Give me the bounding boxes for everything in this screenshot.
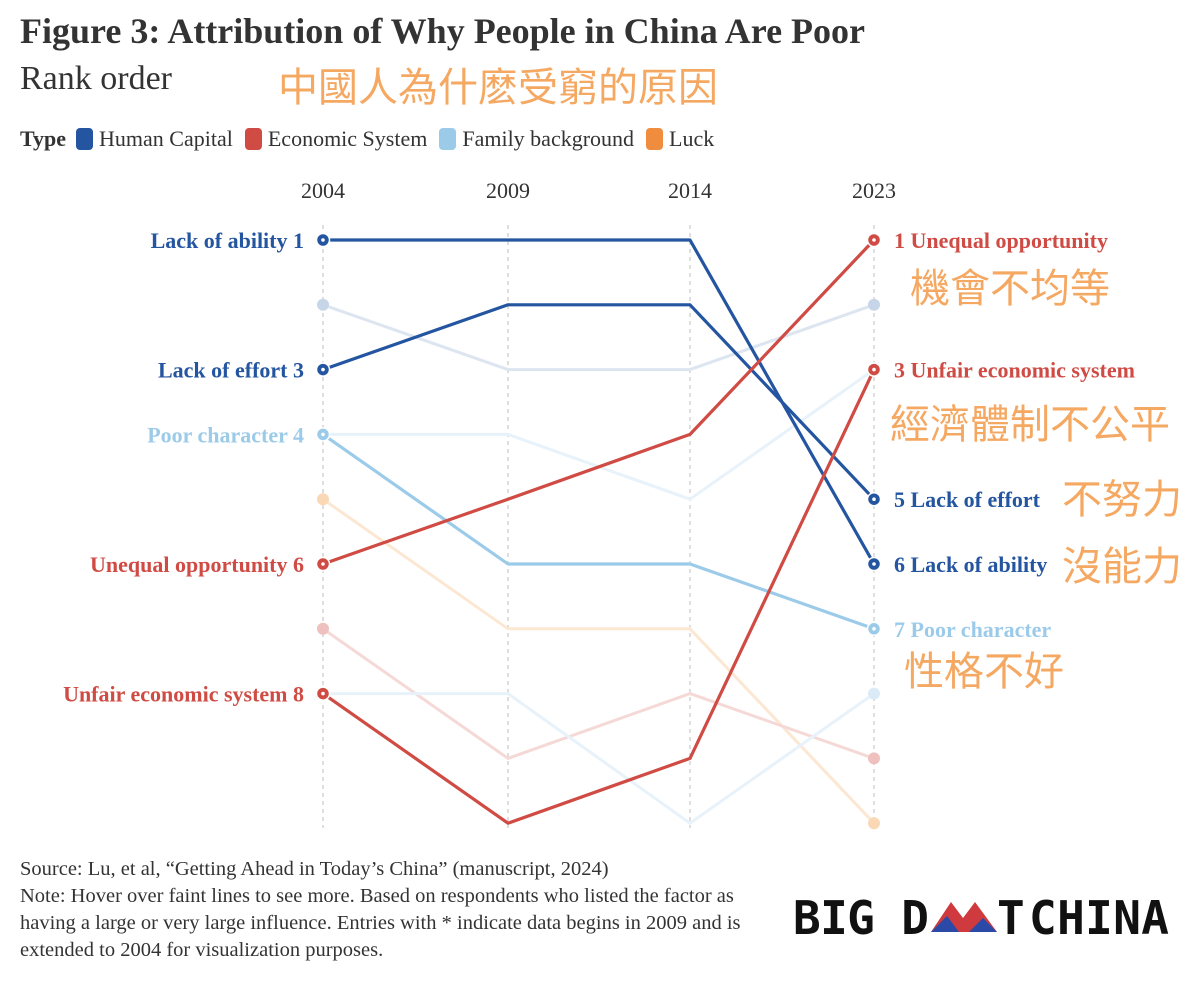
annotation-chinese-poor-character: 性格不好 — [904, 649, 1064, 695]
bump-chart: 2004 2009 2014 2023 Lack of ability 1 6 Lack … — [63, 178, 1182, 830]
label-right-poor-character: 7 Poor character — [894, 617, 1051, 642]
logo-text-big-d: BIG D — [793, 891, 929, 944]
series-line-poor-character — [321, 432, 876, 631]
big-data-china-logo: BIG D T CHINA — [793, 891, 1169, 944]
source-text: Source: Lu, et al, “Getting Ahead in Tod… — [20, 858, 609, 880]
point-faded-8-2004 — [317, 622, 329, 635]
x-tick-label-2009: 2009 — [486, 178, 530, 203]
legend-label-economic-system: Economic System — [267, 126, 428, 151]
x-tick-label-2023: 2023 — [852, 178, 896, 203]
chart-subtitle: Rank order — [20, 60, 173, 97]
x-tick-label-2014: 2014 — [668, 178, 712, 203]
footer: Source: Lu, et al, “Getting Ahead in Tod… — [20, 856, 790, 964]
point-dot-lack-of-ability-2004 — [321, 238, 325, 242]
point-dot-unequal-opportunity-2004 — [321, 562, 325, 566]
chart-title: Figure 3: Attribution of Why People in C… — [20, 11, 866, 51]
label-right-lack-of-ability: 6 Lack of ability — [894, 552, 1047, 577]
legend-swatch-luck — [646, 128, 664, 150]
legend-label-family-background: Family background — [462, 126, 635, 151]
legend-label-human-capital: Human Capital — [99, 126, 233, 151]
legend-item-economic-system[interactable]: Economic System — [244, 126, 428, 152]
series-line-faded-9 — [321, 692, 876, 825]
logo-text-t: T — [997, 891, 1025, 944]
series-line-unequal-opportunity — [321, 238, 876, 566]
point-dot-lack-of-effort-2004 — [321, 367, 325, 372]
series-line-faded-6 — [321, 368, 876, 501]
point-dot-unfair-economic-system-2023 — [872, 367, 876, 372]
legend-item-human-capital[interactable]: Human Capital — [76, 126, 233, 152]
point-dot-poor-character-2023 — [872, 627, 876, 631]
legend-item-family-background[interactable]: Family background — [439, 126, 634, 152]
point-faded-7-2023 — [868, 817, 880, 830]
point-faded-7-2004 — [317, 493, 329, 506]
series-line-lack-of-ability — [321, 238, 876, 566]
legend-item-luck[interactable]: Luck — [646, 126, 714, 152]
point-faded-5-2023 — [868, 298, 880, 311]
x-tick-label-2004: 2004 — [301, 178, 345, 203]
label-right-lack-of-effort: 5 Lack of effort — [894, 487, 1041, 512]
label-left-lack-of-ability: Lack of ability 1 — [151, 228, 304, 253]
annotation-chinese-unequal-opportunity: 機會不均等 — [910, 266, 1110, 312]
note-text: Note: Hover over faint lines to see more… — [20, 885, 741, 961]
point-dot-unequal-opportunity-2023 — [872, 238, 876, 242]
point-dot-lack-of-ability-2023 — [872, 562, 876, 566]
series-line-lack-of-effort — [321, 303, 876, 501]
label-left-unfair-economic-system: Unfair economic system 8 — [63, 682, 304, 707]
label-right-unequal-opportunity: 1 Unequal opportunity — [894, 228, 1108, 253]
series-line-unfair-economic-system — [321, 368, 876, 825]
point-dot-poor-character-2004 — [321, 432, 325, 437]
label-left-lack-of-effort: Lack of effort 3 — [158, 358, 304, 383]
legend-swatch-family-background — [439, 128, 457, 150]
annotation-chinese-unfair-economic-system: 經濟體制不公平 — [890, 402, 1170, 448]
legend-swatch-economic-system — [244, 128, 262, 150]
series-line-faded-5 — [321, 303, 876, 372]
point-dot-lack-of-effort-2023 — [872, 497, 876, 502]
legend-swatch-human-capital — [76, 128, 94, 150]
label-left-unequal-opportunity: Unequal opportunity 6 — [90, 552, 304, 577]
chart-subtitle-chinese: 中國人為什麽受窮的原因 — [278, 65, 718, 111]
point-dot-unfair-economic-system-2004 — [321, 691, 325, 696]
legend: Type Human Capital Economic System Famil… — [20, 126, 726, 152]
label-right-unfair-economic-system: 3 Unfair economic system — [894, 358, 1135, 383]
logo-mountain-blue — [931, 916, 997, 932]
point-faded-5-2004 — [317, 298, 329, 311]
annotation-chinese-lack-of-effort: 不努力 — [1062, 477, 1182, 523]
legend-title: Type — [20, 126, 67, 151]
point-faded-8-2023 — [868, 752, 880, 765]
label-left-poor-character: Poor character 4 — [147, 422, 304, 447]
point-faded-9-2023 — [868, 687, 880, 700]
logo-text-china: CHINA — [1029, 891, 1169, 944]
legend-label-luck: Luck — [669, 126, 715, 151]
annotation-chinese-lack-of-ability: 沒能力 — [1062, 544, 1182, 590]
